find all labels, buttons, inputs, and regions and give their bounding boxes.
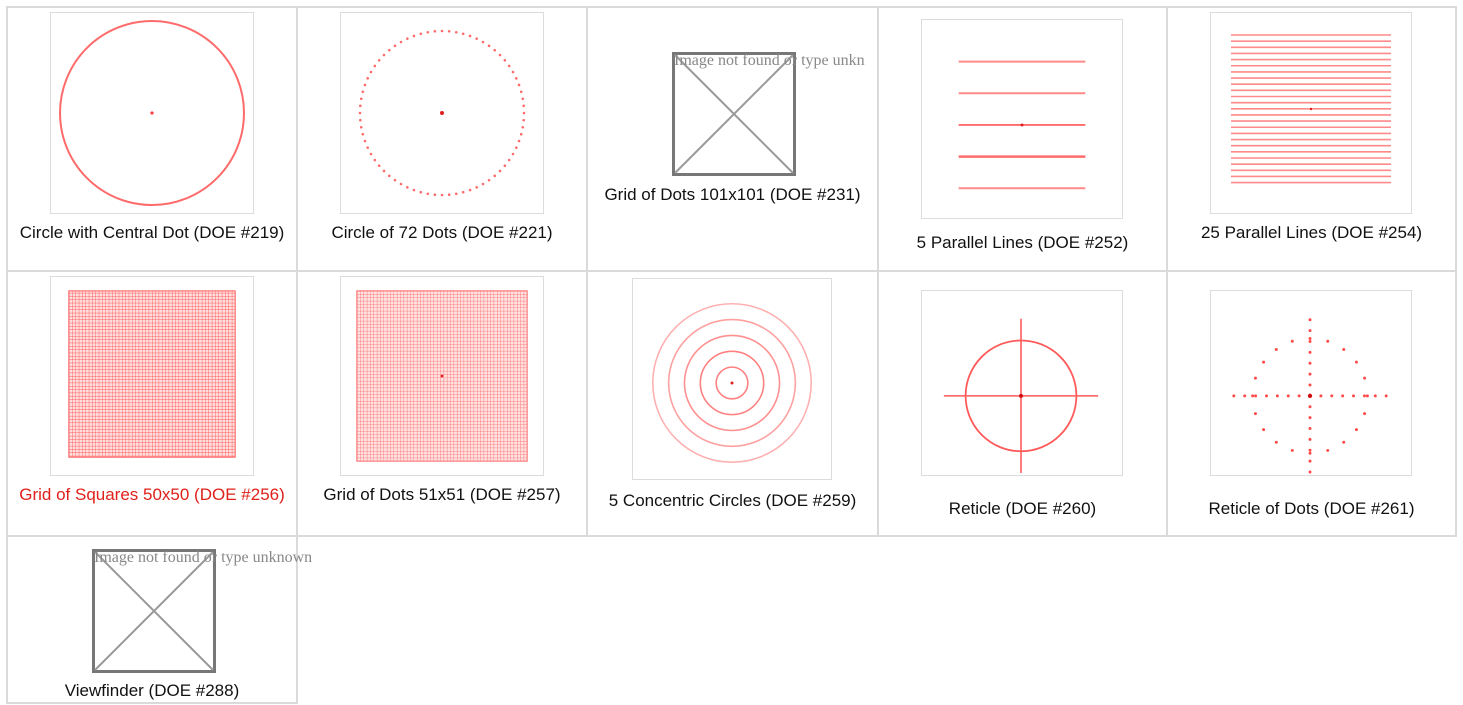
caption-circle-72-dots[interactable]: Circle of 72 Dots (DOE #221)	[331, 223, 553, 242]
broken-image-icon	[92, 549, 216, 673]
reticle-thumbnail[interactable]	[921, 290, 1123, 476]
caption-viewfinder[interactable]: Viewfinder (DOE #288)	[64, 681, 240, 700]
grid-line	[6, 6, 8, 704]
gallery-cell-5-concentric-circles: 5 Concentric Circles (DOE #259)	[588, 272, 877, 535]
gallery-cell-viewfinder: Image not found or type unknown Viewfind…	[8, 537, 312, 702]
circle-central-dot-pattern	[59, 20, 245, 206]
caption-circle-central-dot[interactable]: Circle with Central Dot (DOE #219)	[19, 223, 285, 242]
grid-line	[296, 6, 298, 536]
gallery-cell-reticle: Reticle (DOE #260)	[879, 272, 1166, 535]
grid-line	[296, 536, 298, 704]
25-parallel-lines-pattern	[1231, 34, 1391, 184]
broken-image-icon	[672, 52, 796, 176]
caption-reticle[interactable]: Reticle (DOE #260)	[948, 499, 1097, 518]
grid-squares-50-thumbnail[interactable]	[50, 276, 254, 476]
grid-line	[6, 535, 1457, 537]
caption-grid-squares-50[interactable]: Grid of Squares 50x50 (DOE #256)	[19, 485, 285, 504]
grid-line	[586, 6, 588, 536]
caption-25-parallel-lines[interactable]: 25 Parallel Lines (DOE #254)	[1200, 223, 1423, 242]
missing-image-text: Image not found or type unkn	[674, 52, 865, 69]
5-parallel-lines-thumbnail[interactable]	[921, 19, 1123, 219]
grid-line	[1166, 6, 1168, 536]
circle-central-dot-thumbnail[interactable]	[50, 12, 254, 214]
5-concentric-circles-pattern	[652, 302, 812, 463]
5-parallel-lines-pattern	[958, 60, 1086, 190]
circle-72-dots-thumbnail[interactable]	[340, 12, 544, 214]
reticle-of-dots-thumbnail[interactable]	[1210, 290, 1412, 476]
gallery-cell-reticle-of-dots: Reticle of Dots (DOE #261)	[1168, 272, 1455, 535]
grid-squares-50-pattern	[68, 290, 236, 458]
gallery-cell-grid-dots-51: Grid of Dots 51x51 (DOE #257)	[298, 272, 586, 535]
caption-reticle-of-dots[interactable]: Reticle of Dots (DOE #261)	[1208, 499, 1415, 518]
5-concentric-circles-thumbnail[interactable]	[632, 278, 832, 480]
grid-line	[6, 702, 298, 704]
caption-5-parallel-lines[interactable]: 5 Parallel Lines (DOE #252)	[916, 233, 1129, 252]
reticle-of-dots-pattern	[1232, 318, 1388, 474]
caption-grid-dots-51[interactable]: Grid of Dots 51x51 (DOE #257)	[323, 485, 561, 504]
missing-image-text: Image not found or type unknown	[94, 549, 313, 566]
gallery-cell-grid-squares-50: Grid of Squares 50x50 (DOE #256)	[8, 272, 296, 535]
gallery-cell-circle-72-dots: Circle of 72 Dots (DOE #221)	[298, 8, 586, 270]
grid-line	[877, 6, 879, 536]
grid-dots-51-thumbnail[interactable]	[340, 276, 544, 476]
grid-line	[6, 270, 1457, 272]
grid-line	[6, 6, 1457, 8]
pattern-gallery-grid: Circle with Central Dot (DOE #219) Circl…	[6, 6, 1457, 704]
circle-72-dots-pattern	[358, 29, 526, 197]
caption-grid-dots-101[interactable]: Grid of Dots 101x101 (DOE #231)	[604, 185, 861, 204]
25-parallel-lines-thumbnail[interactable]	[1210, 12, 1412, 214]
reticle-pattern	[943, 318, 1099, 474]
caption-5-concentric-circles[interactable]: 5 Concentric Circles (DOE #259)	[608, 491, 857, 510]
grid-line	[1455, 6, 1457, 536]
gallery-cell-25-parallel-lines: 25 Parallel Lines (DOE #254)	[1168, 8, 1455, 270]
gallery-cell-circle-central-dot: Circle with Central Dot (DOE #219)	[8, 8, 296, 270]
grid-dots-51-pattern	[356, 290, 528, 462]
gallery-cell-5-parallel-lines: 5 Parallel Lines (DOE #252)	[879, 8, 1166, 270]
gallery-cell-grid-dots-101: Image not found or type unkn Grid of Dot…	[588, 8, 877, 270]
